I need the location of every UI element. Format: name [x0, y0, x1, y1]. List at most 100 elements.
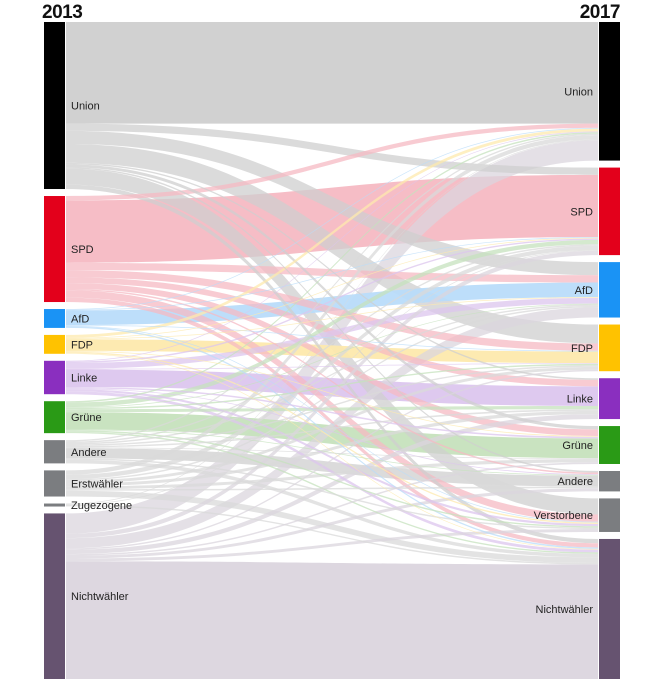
- left-label-afd: AfD: [71, 313, 89, 325]
- flow-erst-to-union: [66, 135, 598, 475]
- flow-zuge-to-nicht: [66, 504, 598, 565]
- flow-andere-to-linke: [66, 409, 598, 448]
- flow-gruene-to-gruene: [66, 412, 598, 459]
- right-label-fdp: FDP: [571, 343, 593, 355]
- flow-erst-to-fdp: [66, 366, 598, 484]
- flow-gruene-to-fdp: [66, 363, 598, 410]
- flow-andere-to-union: [66, 133, 598, 442]
- flow-gruene-to-afd: [66, 303, 598, 408]
- flow-union-to-spd: [66, 123, 598, 175]
- right-label-union: Union: [564, 86, 593, 98]
- left-bar-gruene: [44, 401, 65, 434]
- flow-linke-to-spd: [66, 238, 598, 363]
- flow-fdp-to-fdp: [66, 339, 598, 364]
- left-bar-linke: [44, 360, 65, 395]
- flow-afd-to-union: [66, 127, 598, 310]
- flow-gruene-to-spd: [66, 239, 598, 408]
- flow-linke-to-nicht: [66, 391, 598, 553]
- flow-union-to-union: [66, 22, 598, 124]
- flow-union-to-fdp: [66, 143, 598, 344]
- right-label-verstorbene: Verstorbene: [534, 510, 593, 522]
- right-label-afd: AfD: [575, 285, 593, 297]
- flow-gruene-to-verst: [66, 430, 598, 528]
- left-label-linke: Linke: [71, 372, 97, 384]
- left-label-andere: Andere: [71, 447, 106, 459]
- right-bar-andere: [599, 470, 620, 492]
- flow-linke-to-linke: [66, 369, 598, 406]
- flow-andere-to-gruene: [66, 447, 598, 460]
- flow-spd-to-nicht: [66, 297, 598, 548]
- flow-gruene-to-andere: [66, 429, 598, 476]
- flow-union-to-andere: [66, 167, 598, 473]
- flow-linke-to-gruene: [66, 386, 598, 439]
- left-label-union: Union: [71, 101, 100, 113]
- left-bar-andere: [44, 440, 65, 464]
- flow-andere-to-afd: [66, 304, 598, 445]
- flow-spd-to-andere: [66, 288, 598, 475]
- flow-fdp-to-afd: [66, 297, 598, 340]
- flow-linke-to-afd: [66, 297, 598, 369]
- flow-erst-to-gruene: [66, 459, 598, 490]
- flow-linke-to-union: [66, 131, 598, 362]
- flow-linke-to-fdp: [66, 363, 598, 370]
- flow-nicht-to-andere: [66, 488, 598, 559]
- flow-erst-to-afd: [66, 305, 598, 481]
- flow-union-to-afd: [66, 130, 598, 276]
- left-label-spd: SPD: [71, 244, 94, 256]
- right-label-linke: Linke: [567, 394, 593, 406]
- left-label-gruene: Grüne: [71, 412, 102, 424]
- right-bar-fdp: [599, 324, 620, 372]
- flow-nicht-to-gruene: [66, 462, 598, 556]
- right-label-nichtwaehler: Nichtwähler: [536, 604, 594, 616]
- right-bar-afd: [599, 262, 620, 318]
- year-2013-label: 2013: [42, 2, 83, 23]
- right-label-andere: Andere: [558, 476, 593, 488]
- flow-erst-to-andere: [66, 486, 598, 491]
- flow-nicht-to-linke: [66, 414, 598, 555]
- year-2017-label: 2017: [579, 2, 621, 23]
- flow-fdp-to-spd: [66, 237, 598, 339]
- left-bar-erstwaehler: [44, 470, 65, 497]
- left-bar-nichtwaehler: [44, 513, 65, 679]
- flow-links: [66, 22, 598, 679]
- flow-linke-to-verst: [66, 389, 598, 527]
- flow-andere-to-spd: [66, 244, 598, 444]
- right-bar-gruene: [599, 426, 620, 464]
- flow-afd-to-fdp: [66, 325, 598, 352]
- right-label-spd: SPD: [570, 206, 593, 218]
- left-bar-zugezogene: [44, 503, 65, 507]
- flow-union-to-linke: [66, 162, 598, 380]
- flow-andere-to-fdp: [66, 365, 598, 446]
- flow-fdp-to-verst: [66, 351, 598, 524]
- right-bar-linke: [599, 378, 620, 420]
- right-bar-nichtwaehler: [599, 538, 620, 679]
- flow-andere-to-verst: [66, 458, 598, 530]
- flow-union-to-gruene: [66, 164, 598, 430]
- right-bar-spd: [599, 167, 620, 256]
- flow-fdp-to-union: [66, 128, 598, 338]
- right-label-gruene: Grüne: [562, 440, 593, 452]
- flow-fdp-to-gruene: [66, 350, 598, 437]
- flow-andere-to-andere: [66, 448, 598, 487]
- flow-afd-to-spd: [66, 237, 598, 311]
- party-nodes: [44, 22, 620, 679]
- flow-nicht-to-nicht: [66, 561, 598, 679]
- flow-spd-to-gruene: [66, 283, 598, 436]
- flow-erst-to-spd: [66, 245, 598, 480]
- left-label-nichtwaehler: Nichtwähler: [71, 591, 129, 603]
- flow-union-to-verst: [66, 168, 598, 515]
- left-bar-spd: [44, 196, 65, 303]
- flow-spd-to-fdp: [66, 270, 598, 351]
- left-label-erstwaehler: Erstwähler: [71, 478, 123, 490]
- left-label-zugezogene: Zugezogene: [71, 500, 132, 512]
- flow-gruene-to-union: [66, 132, 598, 403]
- party-labels: Union SPD AfD FDP Linke Grüne Andere Erstwähler…: [71, 86, 593, 616]
- flow-nicht-to-verst: [66, 529, 598, 562]
- flow-erst-to-linke: [66, 410, 598, 487]
- flow-zuge-to-spd: [66, 250, 598, 505]
- flow-erst-to-nicht: [66, 490, 598, 564]
- flow-afd-to-verst: [66, 325, 598, 523]
- flow-fdp-to-nicht: [66, 353, 598, 550]
- left-bar-afd: [44, 309, 65, 328]
